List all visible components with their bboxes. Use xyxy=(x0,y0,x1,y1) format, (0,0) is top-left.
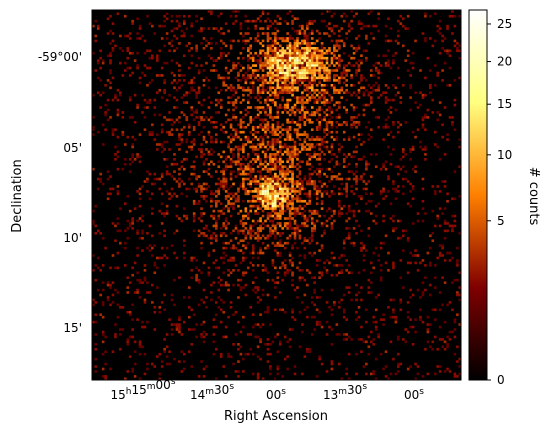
colorbar-tick-label: 20 xyxy=(497,55,512,69)
x-axis-label: Right Ascension xyxy=(224,409,328,424)
y-axis-label: Declination xyxy=(10,159,25,233)
x-tick-label: 13m30s xyxy=(323,382,367,402)
y-tick-label: -59°00' xyxy=(38,50,82,64)
x-tick-label: 14m30s xyxy=(190,382,234,402)
colorbar-tick-label: 0 xyxy=(497,373,505,387)
x-tick-label: 00s xyxy=(266,387,286,402)
y-tick-label: 05' xyxy=(63,141,82,155)
colorbar-tick-label: 25 xyxy=(497,17,512,31)
y-tick-label: 15' xyxy=(63,321,82,335)
colorbar xyxy=(469,10,487,380)
y-tick-label: 10' xyxy=(63,231,82,245)
colorbar-tick-label: 5 xyxy=(497,214,505,228)
colorbar-tick-label: 15 xyxy=(497,97,512,111)
colorbar-ticks: 0 5 10 15 20 25 xyxy=(487,17,512,387)
counts-image xyxy=(92,10,461,380)
colorbar-label: # counts xyxy=(526,167,541,226)
x-tick-label: 15h15m00s xyxy=(110,377,175,402)
colorbar-tick-label: 10 xyxy=(497,148,512,162)
x-tick-label: 00s xyxy=(404,387,424,402)
